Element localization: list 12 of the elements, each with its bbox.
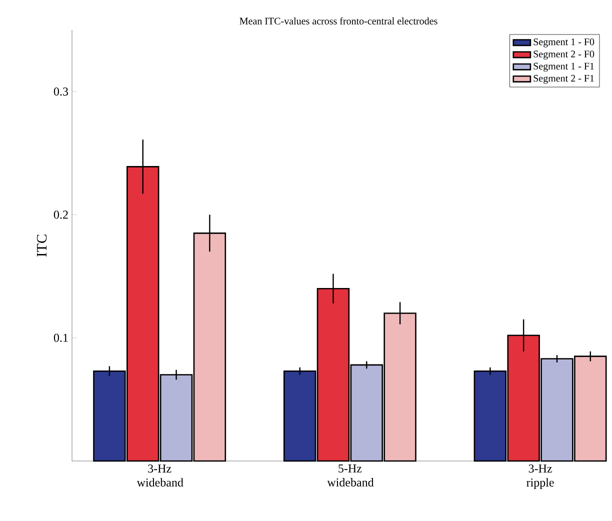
legend-label: Segment 2 - F1 xyxy=(534,74,594,84)
legend-label: Segment 1 - F1 xyxy=(534,62,594,72)
x-tick-label: 5-Hz wideband xyxy=(327,464,374,486)
x-tick-label: 3-Hz ripple xyxy=(526,464,554,490)
chart-title: Mean ITC-values across fronto-central electrodes xyxy=(240,17,438,24)
y-tick-label: 0.3 xyxy=(54,87,68,96)
x-tick-label: 3-Hz wideband xyxy=(136,464,184,487)
y-tick-label: 0.2 xyxy=(54,210,68,219)
y-axis-title: ITC xyxy=(36,234,47,257)
y-tick-label: 0.1 xyxy=(54,334,68,342)
legend-label: Segment 1 - F0 xyxy=(534,38,594,48)
legend-label: Segment 2 - F0 xyxy=(534,50,594,60)
